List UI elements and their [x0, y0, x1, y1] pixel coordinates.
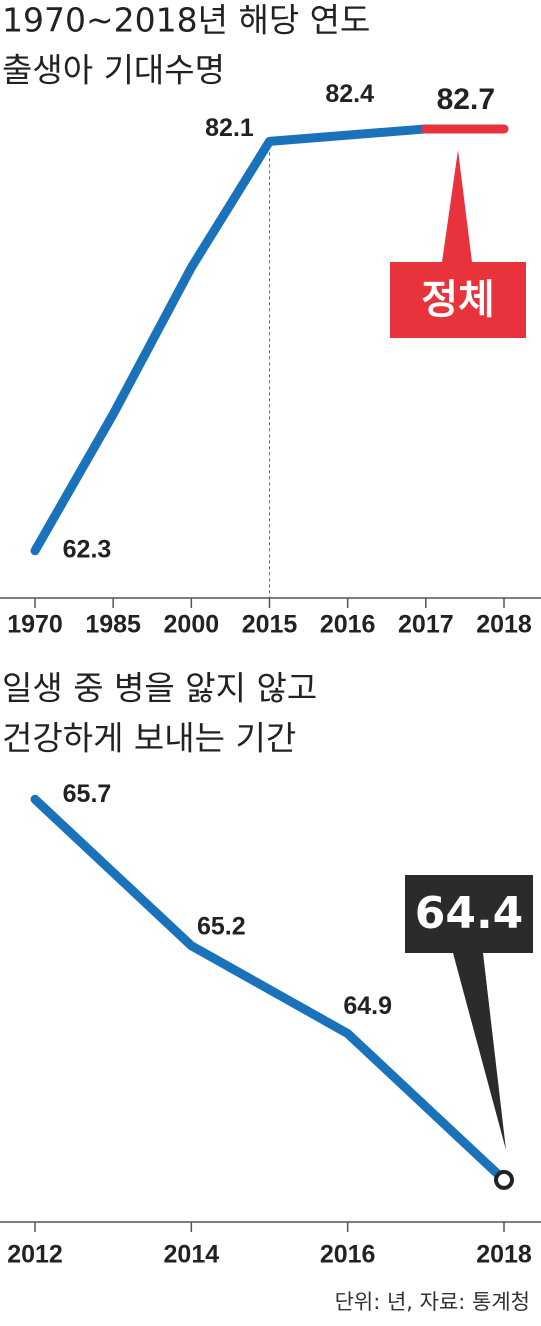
x-tick-label: 2017: [398, 611, 454, 639]
x-tick-label: 2018: [476, 611, 532, 639]
data-label: 82.4: [325, 80, 374, 108]
series-line: [30, 124, 431, 556]
callout-box: [405, 875, 533, 953]
x-tick-label: 2016: [320, 611, 376, 639]
x-tick-label: 1970: [7, 611, 63, 639]
chart-title: 출생아 기대수명: [2, 51, 225, 90]
chart-title: 일생 중 병을 앓지 않고: [2, 669, 317, 708]
chart-title: 1970~2018년 해당 연도: [2, 1, 370, 40]
data-label: 65.7: [63, 780, 112, 808]
chart-title: 건강하게 보내는 기간: [2, 719, 296, 758]
x-tick-label: 2000: [164, 611, 220, 639]
data-label: 64.9: [343, 992, 392, 1020]
annotation: 정체: [421, 277, 495, 323]
data-label: 82.1: [205, 114, 254, 142]
data-label: 65.2: [197, 912, 246, 940]
x-tick-label: 2012: [7, 1241, 63, 1269]
x-tick-label: 2016: [320, 1241, 376, 1269]
end-marker: [494, 1169, 514, 1190]
x-tick-label: 2015: [242, 611, 298, 639]
callout-pointer: [442, 150, 472, 262]
data-label: 62.3: [63, 535, 112, 563]
data-label: 82.7: [437, 83, 495, 116]
x-tick-label: 1985: [85, 611, 141, 639]
callout-pointer: [453, 953, 506, 1150]
callout-box: [390, 262, 526, 338]
source: 단위: 년, 자료: 통계청: [335, 1290, 530, 1314]
x-tick-label: 2018: [476, 1241, 532, 1269]
x-tick-label: 2014: [164, 1241, 220, 1269]
series-line: [30, 794, 509, 1185]
annotation: 64.4: [415, 888, 524, 939]
